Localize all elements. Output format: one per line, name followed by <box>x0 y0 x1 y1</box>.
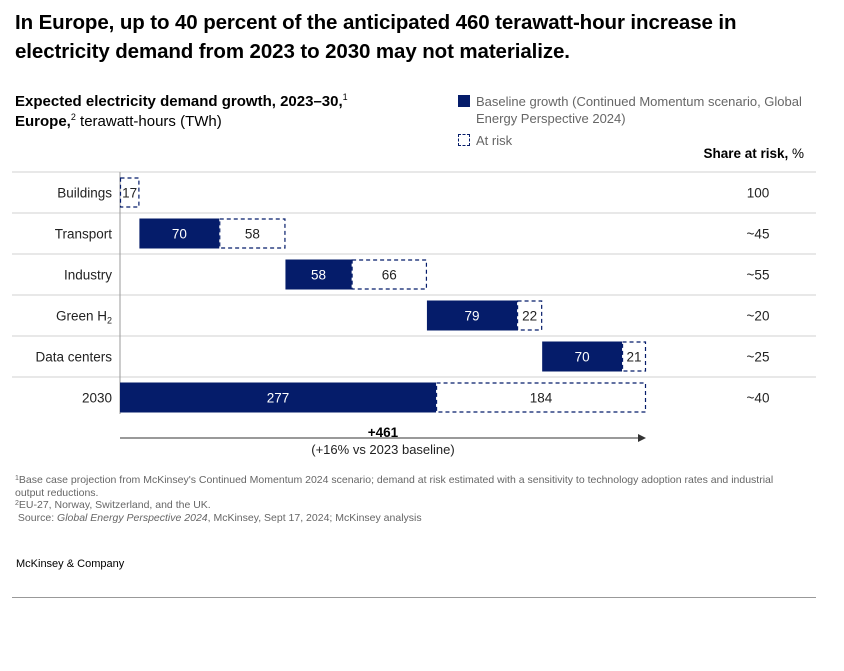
footnote-1: 1Base case projection from McKinsey's Co… <box>15 474 795 499</box>
baseline-value-label: 277 <box>267 391 290 406</box>
share-at-risk-value: ~55 <box>747 268 770 283</box>
source-prefix: Source: <box>17 511 58 524</box>
category-label-transport: Transport <box>55 227 113 242</box>
bottom-divider <box>12 597 816 598</box>
subtitle-footnote-ref-1: 1 <box>342 92 348 102</box>
source-note: Source: Global Energy Perspective 2024, … <box>15 512 795 525</box>
baseline-value-label: 70 <box>575 350 590 365</box>
at-risk-bar-green-h <box>516 300 543 331</box>
baseline-bar-green-h <box>426 300 518 331</box>
baseline-value-label: 79 <box>464 309 479 324</box>
subtitle-region: Europe, <box>15 113 71 130</box>
legend-swatch-baseline <box>458 95 470 107</box>
category-label-2030: 2030 <box>82 391 112 406</box>
legend-label-baseline: Baseline growth (Continued Momentum scen… <box>476 94 802 126</box>
at-risk-value-label: 22 <box>522 309 537 324</box>
at-risk-value-label: 184 <box>530 391 553 406</box>
baseline-value-label: 70 <box>172 227 187 242</box>
baseline-bar-data-centers <box>542 341 623 372</box>
share-at-risk-value: ~25 <box>747 350 770 365</box>
category-label-subscript: 2 <box>107 316 112 326</box>
footnotes: 1Base case projection from McKinsey's Co… <box>15 474 795 524</box>
at-risk-value-label: 21 <box>627 350 642 365</box>
total-sublabel: (+16% vs 2023 baseline) <box>311 442 454 457</box>
share-at-risk-value: ~40 <box>747 391 770 406</box>
share-at-risk-value: ~20 <box>747 309 770 324</box>
total-value-label: +461 <box>368 425 399 440</box>
chart-subtitle: Expected electricity demand growth, 2023… <box>15 92 435 132</box>
at-risk-value-label: 58 <box>245 227 260 242</box>
legend: Baseline growth (Continued Momentum scen… <box>458 93 818 154</box>
subtitle-line1: Expected electricity demand growth, 2023… <box>15 93 343 110</box>
category-label-data-centers: Data centers <box>35 350 112 365</box>
share-at-risk-header-unit: % <box>788 146 804 161</box>
category-label-buildings: Buildings <box>57 186 112 201</box>
share-at-risk-header-label: Share at risk, <box>703 146 789 161</box>
baseline-bar-2030 <box>120 382 437 413</box>
subtitle-unit: terawatt-hours (TWh) <box>75 113 222 130</box>
at-risk-bar-industry <box>351 259 428 290</box>
legend-item-at-risk: At risk <box>458 132 818 149</box>
share-at-risk-value: 100 <box>747 186 770 201</box>
at-risk-bar-2030 <box>435 382 647 413</box>
at-risk-value-label: 66 <box>382 268 397 283</box>
brand-logo-text: McKinsey & Company <box>16 558 125 570</box>
category-label-industry: Industry <box>64 268 112 283</box>
baseline-value-label: 58 <box>311 268 326 283</box>
source-title: Global Energy Perspective 2024 <box>57 511 208 524</box>
waterfall-chart: Buildings 17 100 Transport 70 58 ~45 Industry 58… <box>12 171 816 457</box>
source-rest: , McKinsey, Sept 17, 2024; McKinsey anal… <box>207 511 422 524</box>
share-at-risk-header: Share at risk, % <box>703 146 804 161</box>
footnote-1-marker: 1 <box>15 475 19 482</box>
subtitle-footnote-ref-2: 2 <box>70 112 76 122</box>
footnote-1-text: Base case projection from McKinsey's Con… <box>15 474 774 499</box>
at-risk-bar-transport <box>219 218 286 249</box>
at-risk-bar-data-centers <box>621 341 647 372</box>
legend-swatch-at-risk <box>458 134 470 146</box>
footnote-2-text: EU-27, Norway, Switzerland, and the UK. <box>18 499 211 512</box>
legend-label-at-risk: At risk <box>476 133 513 148</box>
headline: In Europe, up to 40 percent of the antic… <box>15 11 737 63</box>
total-arrow-head <box>638 434 646 442</box>
footnote-2: 2EU-27, Norway, Switzerland, and the UK. <box>15 499 795 512</box>
category-label-green-h: Green H2 <box>56 309 112 326</box>
share-at-risk-value: ~45 <box>747 227 770 242</box>
at-risk-value-label: 17 <box>122 186 137 201</box>
baseline-bar-industry <box>285 259 352 290</box>
footnote-2-marker: 2 <box>15 500 19 508</box>
at-risk-bar-buildings <box>119 177 140 208</box>
baseline-bar-transport <box>139 218 220 249</box>
legend-item-baseline: Baseline growth (Continued Momentum scen… <box>458 93 818 127</box>
